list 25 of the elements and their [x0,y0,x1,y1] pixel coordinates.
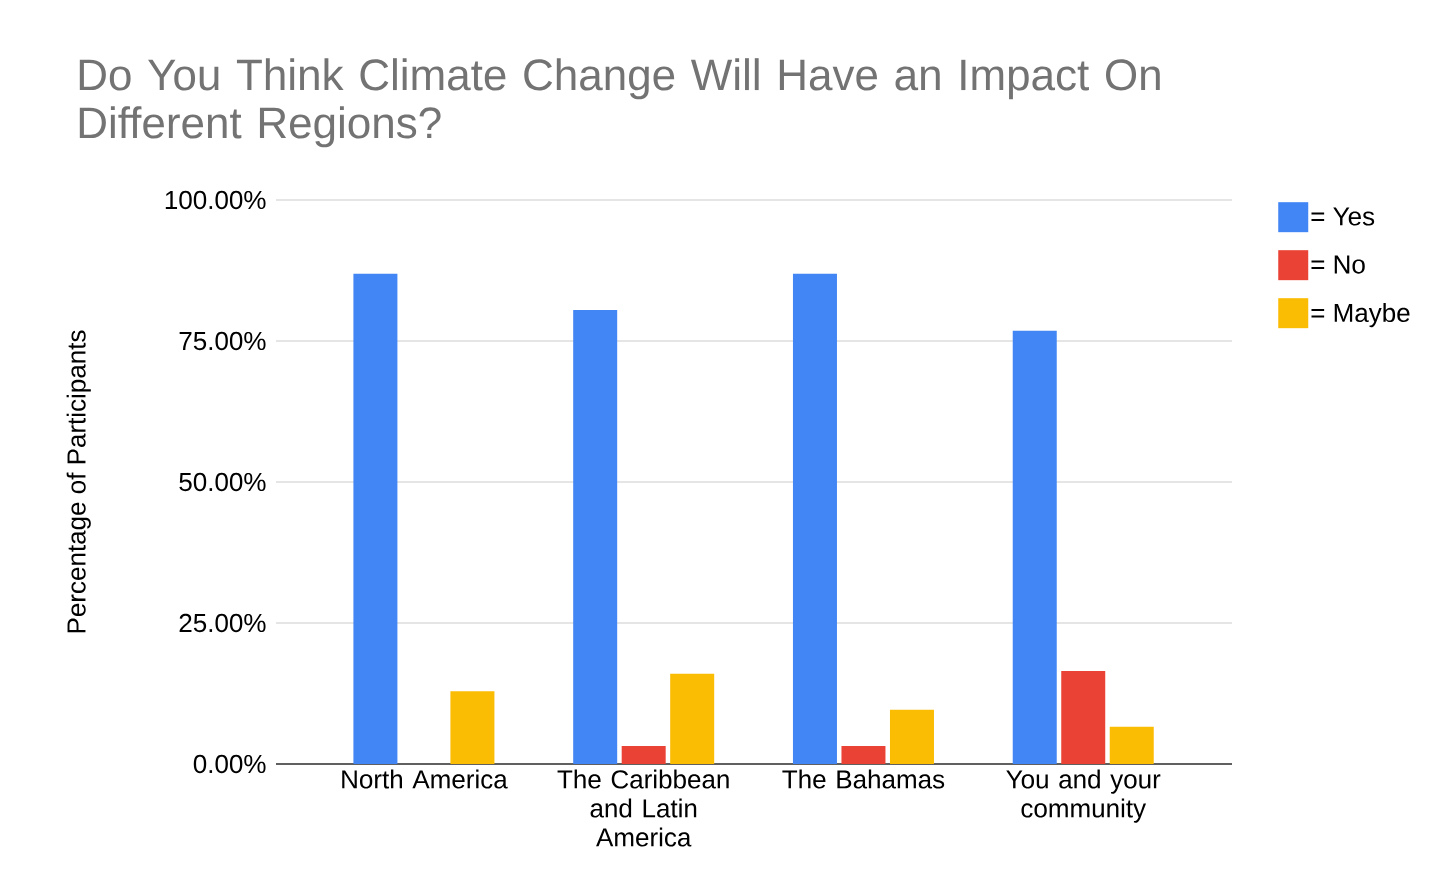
x-tick-label: The Caribbean and Latin America [557,769,729,847]
legend-label: = No [1311,255,1365,274]
y-tick-label: 25.00% [179,613,266,633]
bar [1109,726,1154,764]
x-tick-label: You and your community [1006,769,1161,823]
bar [621,745,666,764]
bar [841,745,886,764]
bar [573,309,618,764]
y-tick-label: 0.00% [193,754,266,774]
bar [670,673,715,764]
y-tick-label: 100.00% [165,190,266,210]
bar [792,273,837,764]
legend-label: = Maybe [1311,303,1410,328]
legend-label: = Yes [1311,207,1375,226]
chart-title: Do You Think Climate Change Will Have an Impact On Different Regions? [79,58,1160,148]
bar [889,709,934,764]
y-axis-title: Percentage of Participants [66,330,91,633]
bar [1012,330,1057,764]
y-tick-label: 50.00% [179,472,266,492]
x-tick-label: North America [342,769,508,789]
bar [1061,670,1106,764]
x-tick-label: The Bahamas [782,769,945,789]
y-tick-label: 75.00% [179,331,266,351]
bar [450,691,495,764]
bar [353,273,398,764]
